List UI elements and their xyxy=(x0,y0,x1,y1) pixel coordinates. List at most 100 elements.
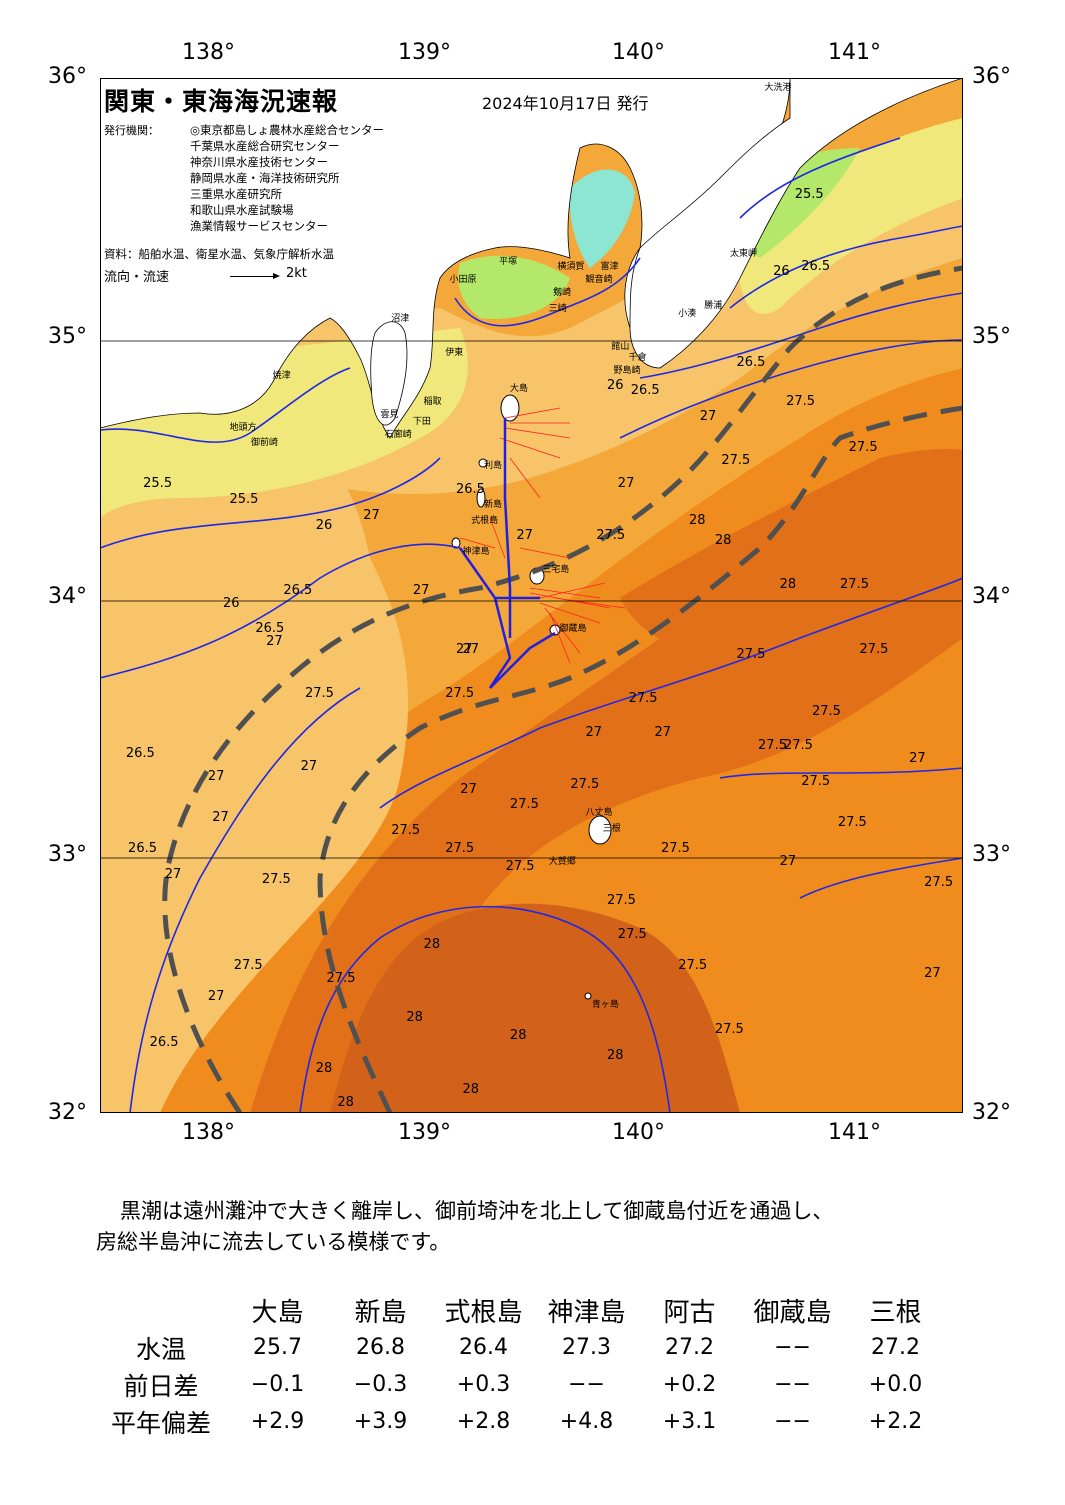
table-cell: 26.4 xyxy=(459,1335,508,1360)
isotherm-line xyxy=(729,225,963,309)
warm-band-28-south xyxy=(330,903,740,1113)
map-canvas xyxy=(100,78,963,1113)
place-label: 三根 xyxy=(602,823,621,834)
contour-label: 27.5 xyxy=(391,823,421,839)
table-row: 平年偏差 +2.9 +3.9 +2.8 +4.8 +3.1 −− +2.2 xyxy=(96,1403,947,1440)
table-corner xyxy=(96,1292,226,1329)
contour-label: 27.5 xyxy=(736,647,766,663)
contour-label: 26.5 xyxy=(455,481,485,497)
place-label: 新島 xyxy=(484,500,503,511)
isotherm-line xyxy=(100,457,441,549)
isotherm-line xyxy=(100,367,351,443)
table-cell: +4.8 xyxy=(559,1409,614,1434)
table-cell: +0.0 xyxy=(868,1372,923,1397)
contour-label: 27.5 xyxy=(617,926,647,942)
contour-label: 27 xyxy=(924,965,941,981)
contour-label: 27 xyxy=(460,781,477,797)
contour-label: 26 xyxy=(607,378,624,394)
contour-label: 28 xyxy=(688,512,706,528)
table-header-row: 大島 新島 式根島 神津島 阿古 御蔵島 三根 xyxy=(96,1292,947,1329)
contour-label: 27.5 xyxy=(570,776,600,792)
contour-label: 27.5 xyxy=(811,704,841,720)
sst-map: 関東・東海海況速報 2024年10月17日 発行 発行機関： ◎東京都島しょ農林… xyxy=(100,78,963,1113)
contour-label: 27 xyxy=(462,642,479,658)
island-niijima xyxy=(476,488,486,508)
place-label: 利島 xyxy=(484,461,503,472)
table-cell: 27.2 xyxy=(871,1335,920,1360)
table-cell: +2.8 xyxy=(456,1409,511,1434)
contour-label: 27 xyxy=(412,582,430,598)
station-header: 大島 xyxy=(251,1298,304,1328)
contour-label: 26.5 xyxy=(128,841,157,857)
publisher-list: ◎東京都島しょ農林水産総合センター 千葉県水産総合研究センター 神奈川県水産技術… xyxy=(190,122,384,234)
contour-label: 27.5 xyxy=(801,774,831,790)
lon-top-138: 138° xyxy=(182,40,235,65)
ship-tracks xyxy=(458,418,556,689)
land-izu-peninsula xyxy=(370,321,408,426)
contour-label: 27.5 xyxy=(786,393,816,409)
contour-label: 28 xyxy=(315,1061,333,1077)
contour-label: 26 xyxy=(315,517,333,533)
contour-label: 27 xyxy=(654,724,672,740)
summary-line-1: 黒潮は遠州灘沖で大きく離岸し、御前埼沖を北上して御蔵島付近を通過し、 xyxy=(120,1199,834,1223)
table-cell: −− xyxy=(568,1372,605,1397)
station-header: 阿古 xyxy=(663,1298,716,1328)
contour-label: 27 xyxy=(617,476,635,492)
contour-label: 27.5 xyxy=(758,737,787,753)
place-label: 野島崎 xyxy=(613,365,641,376)
contour-label: 27 xyxy=(266,634,283,650)
sst-table: 大島 新島 式根島 神津島 阿古 御蔵島 三根 水温 25.7 26.8 26.… xyxy=(96,1292,947,1440)
island-hachijojima xyxy=(588,815,612,845)
island-kozushima xyxy=(451,537,461,549)
table-cell: 27.2 xyxy=(665,1335,714,1360)
place-label: 太東岬 xyxy=(729,249,757,260)
place-label: 神津島 xyxy=(462,546,490,557)
table-cell: 26.8 xyxy=(356,1335,405,1360)
place-label: 稲取 xyxy=(423,396,442,407)
data-source: 資料：船舶水温、衛星水温、気象庁解析水温 xyxy=(104,247,334,261)
place-label: 御前崎 xyxy=(251,438,279,449)
contour-label: 26.5 xyxy=(255,621,285,637)
place-label: 御蔵島 xyxy=(559,624,587,635)
contour-label: 27.5 xyxy=(924,874,954,890)
flow-legend-arrow-icon xyxy=(230,273,280,279)
contour-label: 27.5 xyxy=(326,970,356,986)
current-vector xyxy=(499,437,561,459)
row-label: 前日差 xyxy=(123,1371,199,1401)
table-cell: 27.3 xyxy=(562,1335,611,1360)
contour-label: 27 xyxy=(699,409,717,425)
place-label: 平塚 xyxy=(499,256,518,267)
isotherm-line xyxy=(619,339,963,439)
tokyo-bay-cold xyxy=(569,169,635,268)
lat-right-35: 35° xyxy=(972,324,1011,349)
lat-right-33: 33° xyxy=(972,842,1011,867)
contour-label: 26.5 xyxy=(283,582,313,598)
place-label: 三宅島 xyxy=(542,564,570,575)
isotherm-line xyxy=(379,577,963,809)
contour-label: 27.5 xyxy=(628,691,658,707)
isotherm-line xyxy=(739,137,901,219)
place-label: 式根島 xyxy=(471,515,499,526)
isotherm-line xyxy=(129,687,361,1113)
current-vectors xyxy=(459,407,626,664)
table-cell: −0.3 xyxy=(353,1372,408,1397)
station-header: 神津島 xyxy=(547,1298,626,1328)
isotherm-line xyxy=(719,767,963,779)
publisher-item: 漁業情報サービスセンター xyxy=(190,219,328,233)
cool-band-25 xyxy=(458,255,570,319)
lat-right-32: 32° xyxy=(972,1100,1011,1125)
current-vector xyxy=(459,537,496,549)
table-cell: +2.9 xyxy=(250,1409,305,1434)
current-summary: 黒潮は遠州灘沖で大きく離岸し、御前埼沖を北上して御蔵島付近を通過し、 房総半島沖… xyxy=(96,1196,996,1258)
contour-label: 27.5 xyxy=(233,957,263,973)
table-cell: +0.3 xyxy=(456,1372,511,1397)
contour-label: 26.5 xyxy=(630,383,660,399)
table-cell: +3.9 xyxy=(353,1409,408,1434)
contour-label: 27.5 xyxy=(607,893,636,909)
place-label: 小湊 xyxy=(678,308,697,319)
isotherm-line xyxy=(799,857,963,899)
contour-label: 27.5 xyxy=(837,815,867,831)
contour-label: 27.5 xyxy=(596,528,626,544)
place-label: 三崎 xyxy=(548,303,567,314)
publisher-item: 和歌山県水産試験場 xyxy=(190,203,294,217)
